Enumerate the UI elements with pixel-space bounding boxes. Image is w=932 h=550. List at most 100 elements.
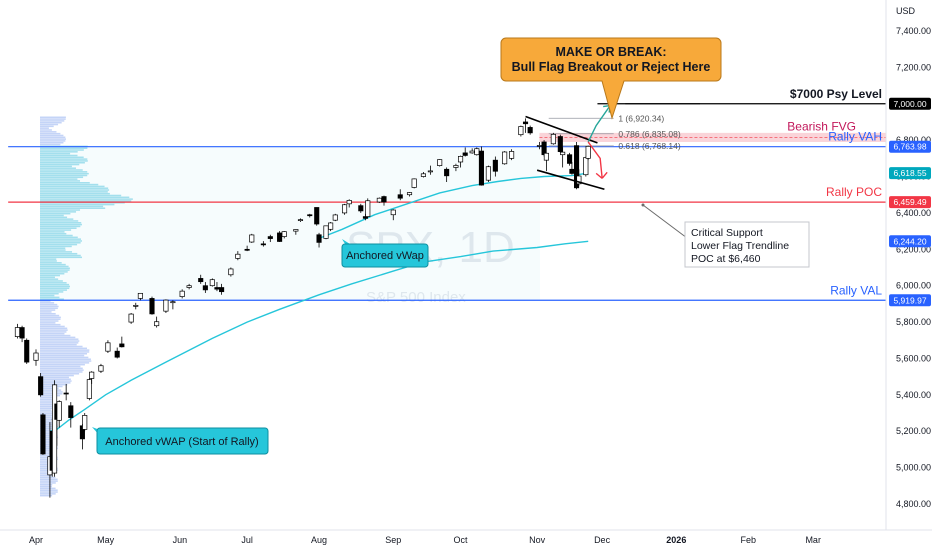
candle-body-up xyxy=(346,200,352,205)
volume-profile-bar xyxy=(40,165,72,168)
candle-body-down xyxy=(541,141,547,156)
bearish-fvg-label: Bearish FVG xyxy=(787,119,856,133)
volume-profile-bar xyxy=(40,220,79,222)
candle-body-up xyxy=(293,229,299,232)
volume-profile-bar xyxy=(40,387,59,390)
price-tag-2: 6,459.49 xyxy=(893,197,926,207)
time-axis[interactable]: Apr May Jun Jul Aug Sep Oct Nov Dec 2026 Feb Mar xyxy=(0,529,932,545)
volume-profile-bar xyxy=(40,118,66,120)
volume-profile-bar xyxy=(40,202,125,204)
volume-profile-bar xyxy=(40,374,74,377)
volume-profile-bar xyxy=(40,131,57,133)
price-tag-1: 6,763.98 xyxy=(893,142,926,152)
y-tick-label: 5,200.00 xyxy=(896,426,931,436)
volume-profile-bar xyxy=(40,483,53,486)
volume-profile-bar xyxy=(40,263,66,266)
reject-arrowhead xyxy=(595,171,608,179)
candle xyxy=(478,146,484,186)
candle-body-up xyxy=(228,268,234,276)
candle-body-down xyxy=(114,350,120,358)
volume-profile-bar xyxy=(40,121,62,124)
candle-body-down xyxy=(397,194,403,199)
candle-body-down xyxy=(24,339,30,363)
callout-line-1: MAKE OR BREAK: xyxy=(555,45,666,59)
candle-body-down xyxy=(198,278,204,283)
candle-body-up xyxy=(332,214,338,221)
volume-profile-bar xyxy=(40,373,80,375)
candle xyxy=(376,197,382,203)
candle xyxy=(82,413,88,432)
candle xyxy=(427,165,433,175)
candle xyxy=(550,132,556,145)
candle xyxy=(14,323,20,339)
y-tick-label: 6,800.00 xyxy=(896,135,931,145)
volume-profile-bar xyxy=(40,491,58,493)
candle xyxy=(567,152,573,166)
candle-body-up xyxy=(550,133,556,145)
volume-profile-bar xyxy=(40,200,132,202)
candle xyxy=(307,213,313,218)
candle-body-up xyxy=(14,327,20,337)
candle xyxy=(52,380,58,477)
level-label-2: Rally POC xyxy=(826,185,882,199)
candle xyxy=(576,169,582,186)
volume-profile-bar xyxy=(40,322,56,324)
volume-profile-bar xyxy=(40,300,51,302)
volume-profile-bar xyxy=(40,425,58,428)
volume-profile-bar xyxy=(40,240,82,242)
volume-profile-bar xyxy=(40,198,133,200)
candle xyxy=(154,316,160,328)
candle xyxy=(19,325,25,343)
volume-profile-bar xyxy=(40,171,88,173)
price-axis[interactable]: USD 4,800.00 5,000.00 5,200.00 5,400.00 5,60… xyxy=(885,0,931,530)
candle-body-down xyxy=(119,343,125,348)
volume-profile-bar xyxy=(40,276,55,279)
candle xyxy=(68,402,74,428)
candle-body-up xyxy=(98,365,104,372)
candle-body-up xyxy=(128,313,134,323)
anchored-vwap-start-text: Anchored vWAP (Start of Rally) xyxy=(105,436,258,448)
x-tick-label: Jun xyxy=(173,535,188,545)
volume-profile-bar xyxy=(40,347,87,350)
volume-profile-bar xyxy=(40,489,58,491)
volume-profile-bar xyxy=(40,367,83,370)
candle-body-down xyxy=(214,287,220,290)
candle xyxy=(585,145,591,161)
candle-body-down xyxy=(267,236,273,239)
candle xyxy=(33,349,39,366)
price-tag-4: 6,618.55 xyxy=(893,168,926,178)
candle-body-up xyxy=(342,204,348,214)
candle xyxy=(557,134,563,153)
level-label-0: $7000 Psy Level xyxy=(790,87,882,101)
candle xyxy=(458,155,464,168)
volume-profile-bar xyxy=(40,302,55,304)
volume-profile-bar xyxy=(40,407,54,410)
vwap-line-1 xyxy=(318,172,589,240)
price-tag-bg-2 xyxy=(889,196,931,209)
candle xyxy=(114,347,120,359)
volume-profile-bar xyxy=(40,245,72,248)
volume-profile-bar xyxy=(40,194,122,197)
volume-profile-bar xyxy=(40,433,56,435)
volume-profile-bar xyxy=(40,147,88,149)
candle-body-down xyxy=(522,121,529,125)
candle xyxy=(128,312,134,324)
y-tick-label: 5,000.00 xyxy=(896,463,931,473)
volume-profile-bar xyxy=(40,258,57,260)
candle-body-down xyxy=(68,405,74,418)
volume-profile-bar xyxy=(40,453,52,455)
candle xyxy=(492,156,498,177)
volume-profile-bar xyxy=(40,120,65,122)
candle-body-down xyxy=(381,196,387,203)
candle xyxy=(179,289,185,299)
volume-profile-bar xyxy=(40,156,84,159)
candle-body-up xyxy=(474,148,480,156)
volume-profile-bar xyxy=(40,212,71,215)
candle xyxy=(98,363,104,374)
volume-profile-bar xyxy=(40,434,58,437)
price-tag-3: 5,919.97 xyxy=(893,295,926,305)
candle xyxy=(543,152,549,172)
candle-body-down xyxy=(202,285,208,291)
volume-profile-bar xyxy=(40,291,64,293)
